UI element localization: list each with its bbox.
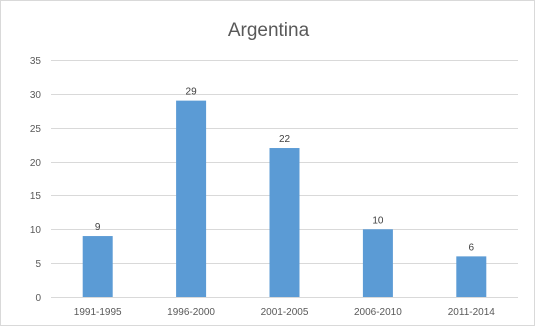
data-label: 10 [372,215,384,226]
x-tick-label: 1996-2000 [167,307,215,318]
data-label: 29 [186,87,198,98]
data-label: 22 [279,134,291,145]
y-tick-label: 5 [35,259,41,270]
y-tick-label: 0 [35,293,41,304]
x-tick-label: 1991-1995 [74,307,122,318]
bar [456,256,487,297]
bar [176,100,207,297]
bar [82,236,113,297]
bar [269,148,300,297]
x-tick-label: 2001-2005 [261,307,309,318]
y-tick-label: 25 [30,124,42,135]
data-label: 9 [95,222,101,233]
y-tick-label: 30 [30,90,42,101]
bar [362,229,393,297]
y-tick-label: 10 [30,225,42,236]
data-label: 6 [469,242,475,253]
y-tick-label: 15 [30,191,42,202]
y-tick-label: 20 [30,158,42,169]
y-tick-label: 35 [30,56,42,67]
x-tick-label: 2011-2014 [448,307,496,318]
x-tick-label: 2006-2010 [354,307,402,318]
chart-title: Argentina [227,20,310,41]
